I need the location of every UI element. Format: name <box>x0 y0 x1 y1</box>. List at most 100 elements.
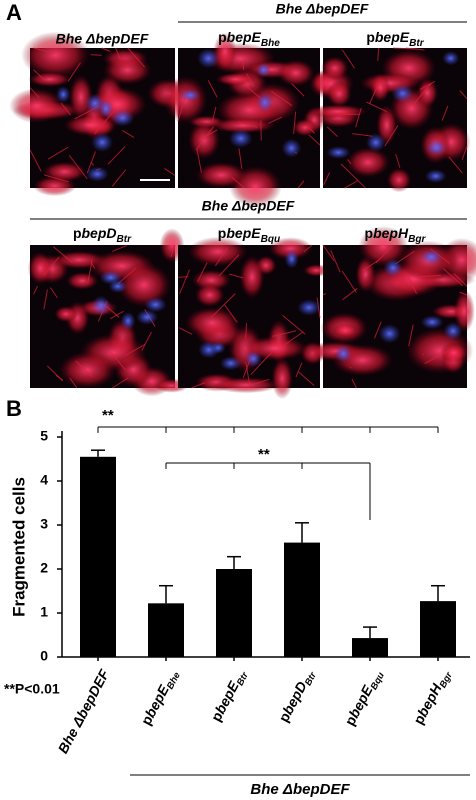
filament <box>413 82 432 104</box>
cell <box>320 56 349 81</box>
nucleus <box>91 132 114 152</box>
label-part: bepE <box>375 29 410 45</box>
filament <box>69 377 78 389</box>
nucleus <box>144 296 167 313</box>
cell <box>54 305 78 323</box>
nucleus <box>420 315 444 330</box>
filament <box>179 269 190 294</box>
filament <box>308 134 321 146</box>
filament <box>127 47 146 68</box>
filament <box>377 47 380 61</box>
filament <box>177 97 186 122</box>
nucleus <box>256 92 274 113</box>
label-part: bepE <box>227 29 262 45</box>
filament <box>111 169 127 187</box>
nucleus <box>383 258 403 277</box>
cell <box>65 271 99 290</box>
filament <box>326 126 338 137</box>
label-part: Bgr <box>408 234 426 245</box>
filament <box>29 87 40 99</box>
cell <box>332 323 359 338</box>
cell <box>346 147 390 178</box>
micrograph <box>163 32 326 208</box>
filament <box>405 47 425 51</box>
filament <box>229 273 244 279</box>
filament <box>43 289 48 310</box>
filament <box>293 111 297 135</box>
filament <box>90 261 96 269</box>
panel-label: B <box>6 396 22 421</box>
filament <box>305 124 315 134</box>
cell <box>440 342 468 364</box>
filament <box>218 254 240 277</box>
micrograph <box>308 47 471 193</box>
cell <box>239 255 265 299</box>
significance: ** <box>258 446 270 463</box>
cell <box>308 104 368 119</box>
filament <box>178 327 193 335</box>
nucleus <box>56 86 71 103</box>
cell <box>215 72 256 86</box>
cell <box>209 117 277 134</box>
filament <box>246 73 255 88</box>
label-part: Bqu <box>369 671 386 692</box>
filament <box>245 362 250 385</box>
filament <box>270 90 293 107</box>
label-part: p <box>365 225 374 241</box>
y-axis-label: Fragmented cells <box>9 477 28 617</box>
nucleus <box>420 249 443 265</box>
filament <box>459 291 468 296</box>
nucleus <box>378 323 401 344</box>
filament <box>272 330 297 337</box>
cell <box>326 80 352 108</box>
micrograph <box>306 225 476 389</box>
label: pbepDBtr <box>275 665 319 725</box>
filament <box>344 180 358 189</box>
label-part: Btr <box>117 234 133 245</box>
filament <box>355 107 362 128</box>
filament <box>110 351 126 371</box>
y-tick-label: 5 <box>40 428 48 444</box>
filament <box>231 176 245 189</box>
filament <box>303 244 313 253</box>
label: pbepEBqu <box>218 225 280 245</box>
nucleus <box>91 295 111 316</box>
filament <box>125 343 146 357</box>
filament <box>60 102 71 116</box>
label-part: p <box>73 225 82 241</box>
filament <box>33 69 45 80</box>
label: pbepEBhe <box>137 667 182 729</box>
nucleus <box>228 128 253 148</box>
cell <box>212 376 280 394</box>
nucleus <box>366 133 386 152</box>
filament <box>441 105 449 121</box>
filament <box>322 293 327 296</box>
y-tick-label: 1 <box>40 604 48 620</box>
filament <box>422 353 424 356</box>
cell <box>271 357 294 400</box>
nucleus <box>219 356 242 371</box>
filament <box>373 321 382 339</box>
group-label: Bhe ΔbepDEF <box>250 781 350 798</box>
label-part: p <box>218 225 227 241</box>
filament <box>211 106 217 122</box>
filament <box>238 121 258 128</box>
filament <box>268 116 283 124</box>
filament <box>47 146 69 160</box>
label-part: Btr <box>303 670 319 688</box>
label-part: bepH <box>373 225 409 241</box>
filament <box>291 83 305 97</box>
y-tick-label: 4 <box>40 472 48 488</box>
filament <box>141 331 152 351</box>
label: Bhe ΔbepDEF <box>54 666 112 756</box>
filament <box>461 146 468 160</box>
label-part: bepE <box>226 225 261 241</box>
filament <box>210 293 236 319</box>
filament <box>238 148 243 170</box>
nucleus <box>136 309 159 325</box>
label-part: Bhe ΔbepDEF <box>54 666 112 756</box>
cell <box>370 73 391 102</box>
filament <box>67 62 81 82</box>
nucleus <box>256 62 272 78</box>
filament <box>322 244 335 261</box>
